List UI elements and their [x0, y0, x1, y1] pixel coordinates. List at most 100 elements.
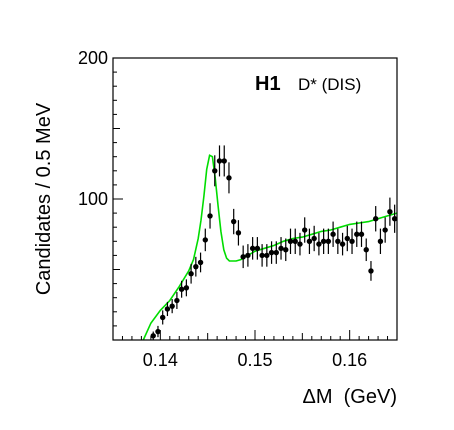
- data-marker: [335, 238, 341, 244]
- data-point: [368, 261, 374, 281]
- data-marker: [164, 306, 171, 312]
- data-point: [349, 228, 355, 254]
- data-point: [221, 145, 227, 177]
- data-marker: [150, 333, 156, 339]
- y-axis-title: Candidates / 0.5 MeV: [33, 102, 55, 295]
- data-marker: [174, 297, 180, 304]
- data-marker: [368, 268, 374, 274]
- data-marker: [183, 285, 190, 291]
- data-point: [344, 225, 350, 252]
- data-marker: [354, 231, 360, 237]
- data-marker: [193, 263, 199, 270]
- data-point: [226, 162, 232, 194]
- data-marker: [178, 286, 185, 292]
- data-marker: [249, 245, 256, 252]
- data-marker: [273, 249, 279, 256]
- data-marker: [387, 208, 393, 215]
- data-point: [320, 228, 327, 254]
- data-marker: [325, 238, 332, 244]
- data-marker: [188, 271, 194, 277]
- data-marker: [391, 216, 397, 222]
- data-marker: [373, 216, 379, 222]
- data-marker: [316, 241, 322, 247]
- data-point: [391, 204, 397, 233]
- data-point: [330, 221, 336, 247]
- data-point: [354, 221, 360, 247]
- data-point: [188, 263, 194, 284]
- data-point: [283, 238, 289, 262]
- data-marker: [216, 158, 223, 164]
- data-marker: [207, 213, 213, 219]
- data-point: [240, 245, 246, 269]
- data-marker: [302, 227, 308, 233]
- data-point: [254, 237, 261, 260]
- data-point: [169, 299, 175, 314]
- data-point: [382, 217, 388, 243]
- data-point: [207, 203, 213, 229]
- data-point: [193, 256, 199, 277]
- chart-marks: [142, 145, 397, 340]
- data-point: [197, 252, 204, 273]
- brand-label: H1: [255, 73, 281, 95]
- data-point: [287, 228, 294, 254]
- y-tick-label: 200: [78, 48, 108, 68]
- data-point: [278, 237, 284, 260]
- data-point: [363, 238, 369, 262]
- data-point: [292, 228, 298, 254]
- axis-ticks: 0.14 0.15 0.16 100 200: [78, 48, 398, 370]
- data-point: [235, 220, 242, 246]
- data-marker: [212, 168, 218, 174]
- data-point: [387, 197, 393, 226]
- data-point: [335, 228, 341, 254]
- data-marker: [330, 231, 336, 237]
- data-point: [325, 228, 332, 254]
- plot-frame: [112, 57, 398, 341]
- data-point: [311, 225, 317, 252]
- data-point: [212, 155, 218, 187]
- data-point: [202, 228, 208, 252]
- data-marker: [306, 238, 313, 244]
- data-point: [164, 301, 171, 317]
- data-point: [264, 244, 270, 267]
- data-point: [231, 208, 237, 235]
- fit-curve: [142, 154, 397, 340]
- data-marker: [226, 175, 232, 181]
- data-marker: [160, 314, 166, 321]
- data-marker: [377, 238, 384, 244]
- data-point: [245, 244, 251, 267]
- y-tick-label: 100: [78, 189, 108, 209]
- data-marker: [254, 245, 261, 252]
- data-marker: [155, 328, 161, 335]
- data-marker: [235, 230, 242, 236]
- plot-area: [142, 145, 397, 340]
- x-tick-label: 0.14: [143, 350, 178, 370]
- data-marker: [221, 158, 227, 164]
- data-point: [297, 232, 303, 256]
- data-point: [150, 331, 156, 340]
- x-tick-label: 0.16: [332, 350, 367, 370]
- data-point: [273, 241, 279, 264]
- data-point: [306, 228, 313, 254]
- data-marker: [292, 238, 298, 244]
- data-marker: [349, 238, 355, 244]
- data-marker: [231, 218, 237, 225]
- data-marker: [344, 235, 350, 242]
- data-marker: [363, 247, 369, 253]
- data-marker: [245, 252, 251, 259]
- data-marker: [240, 254, 246, 260]
- data-marker: [259, 252, 265, 259]
- data-point: [216, 145, 223, 177]
- data-marker: [320, 238, 327, 244]
- data-point: [358, 221, 365, 247]
- data-point: [183, 279, 190, 297]
- data-point: [377, 228, 384, 254]
- chart-subtitle: D* (DIS): [298, 75, 361, 94]
- data-marker: [278, 245, 284, 252]
- data-marker: [202, 237, 208, 243]
- data-marker: [169, 303, 175, 309]
- data-point: [302, 217, 308, 243]
- data-marker: [358, 231, 365, 237]
- data-point: [268, 241, 275, 264]
